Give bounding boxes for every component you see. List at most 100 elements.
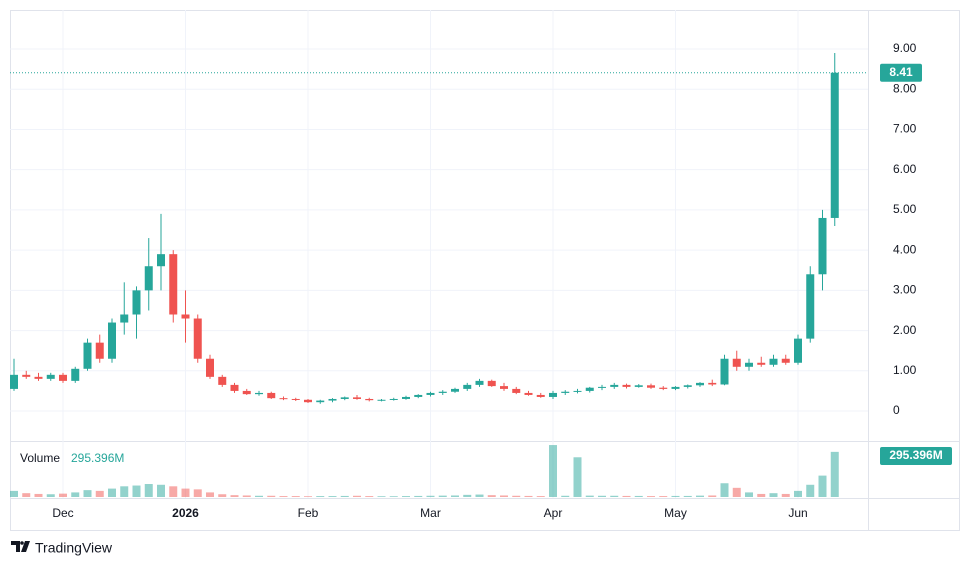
volume-legend-value: 295.396M (71, 451, 124, 465)
volume-bar (193, 489, 202, 497)
volume-bar (438, 495, 447, 497)
volume-bar (745, 492, 753, 497)
volume-bar (59, 493, 67, 497)
volume-bar (95, 490, 104, 497)
y-tick-label: 4.00 (893, 242, 917, 256)
candle-body (414, 394, 423, 397)
volume-bar (377, 496, 386, 497)
volume-bar (647, 496, 655, 497)
volume-bar (230, 495, 239, 497)
volume-bar (304, 496, 312, 497)
candle-body (720, 358, 729, 385)
volume-bar (720, 483, 729, 497)
candle-body (242, 390, 251, 395)
chart-frame (10, 10, 960, 531)
logo-icon (11, 541, 30, 552)
volume-bar (365, 496, 374, 497)
volume-bar (414, 495, 423, 497)
x-tick-label: Dec (52, 506, 73, 520)
volume-bar (830, 451, 839, 497)
volume-bar (144, 484, 153, 497)
volume-bar (218, 494, 227, 497)
candle-body (732, 358, 741, 367)
volume-bar (463, 494, 472, 497)
candle-body (708, 382, 717, 385)
candle-body (10, 374, 18, 389)
candle-body (536, 394, 545, 397)
candle-body (34, 376, 43, 379)
volume-bar (475, 494, 484, 497)
volume-bar (242, 495, 251, 497)
y-tick-label: 2.00 (893, 323, 917, 337)
candle-body (144, 266, 153, 291)
volume-bar (818, 475, 827, 497)
candle-body (549, 392, 557, 397)
candle-body (610, 384, 619, 387)
candle-body (193, 318, 202, 359)
volume-bar (353, 495, 361, 497)
candle-body (353, 397, 361, 399)
candle-body (500, 386, 508, 389)
volume-bar (426, 495, 435, 497)
candle-body (769, 358, 778, 365)
volume-bar (610, 495, 619, 497)
candle-body (573, 390, 582, 392)
candle-body (206, 358, 214, 377)
volume-bar (549, 445, 557, 497)
x-tick-label: Feb (298, 506, 319, 520)
volume-bar (328, 496, 337, 497)
candle-body (95, 342, 104, 359)
volume-bar (573, 457, 582, 497)
candle-body (598, 386, 606, 388)
candle-body (622, 384, 631, 387)
candle-body (585, 387, 594, 391)
volume-bar (536, 496, 545, 497)
volume-bar (46, 494, 55, 497)
candle-body (512, 388, 521, 393)
x-tick-label: Mar (420, 506, 441, 520)
candle-body (659, 387, 668, 389)
candle-body (59, 374, 67, 381)
candle-body (671, 386, 680, 389)
candle-body (132, 290, 141, 315)
volume-bar (108, 488, 116, 497)
candle-body (696, 382, 704, 386)
volume-badge-label: 295.396M (889, 448, 942, 462)
volume-bar (267, 495, 276, 497)
volume-bar (402, 496, 410, 497)
grid (10, 10, 868, 498)
volume-bar (671, 495, 680, 497)
volume-bar (806, 484, 815, 497)
candle-body (561, 391, 570, 393)
candle-body (794, 338, 802, 363)
candle-body (475, 380, 484, 385)
candle-body (524, 392, 533, 395)
volume-bar (622, 495, 631, 497)
candle-body (634, 385, 643, 387)
x-tick-label: May (664, 506, 687, 520)
volume-bar (524, 495, 533, 497)
volume-bar (340, 495, 349, 497)
candle-body (218, 376, 227, 385)
volume-bar (34, 493, 43, 497)
candle-body (230, 384, 239, 391)
volume-bar (279, 496, 288, 497)
volume-bar (181, 488, 190, 497)
volume-bar (732, 487, 741, 497)
volume-bar (132, 485, 141, 497)
volume-bar (487, 495, 496, 497)
candle-body (108, 322, 116, 359)
volume-bar (696, 495, 704, 497)
candle-body (377, 399, 386, 401)
candle-body (328, 398, 337, 401)
brand-logo[interactable]: TradingView (11, 540, 113, 556)
volume-bar (598, 495, 606, 497)
candle-body (267, 392, 276, 399)
volume-bar (157, 484, 165, 497)
volume-bar (769, 493, 778, 497)
volume-bar (389, 496, 398, 497)
y-tick-label: 8.00 (893, 81, 917, 95)
volume-bar (512, 495, 521, 497)
candle-body (647, 385, 655, 388)
volume-bar (794, 490, 802, 497)
